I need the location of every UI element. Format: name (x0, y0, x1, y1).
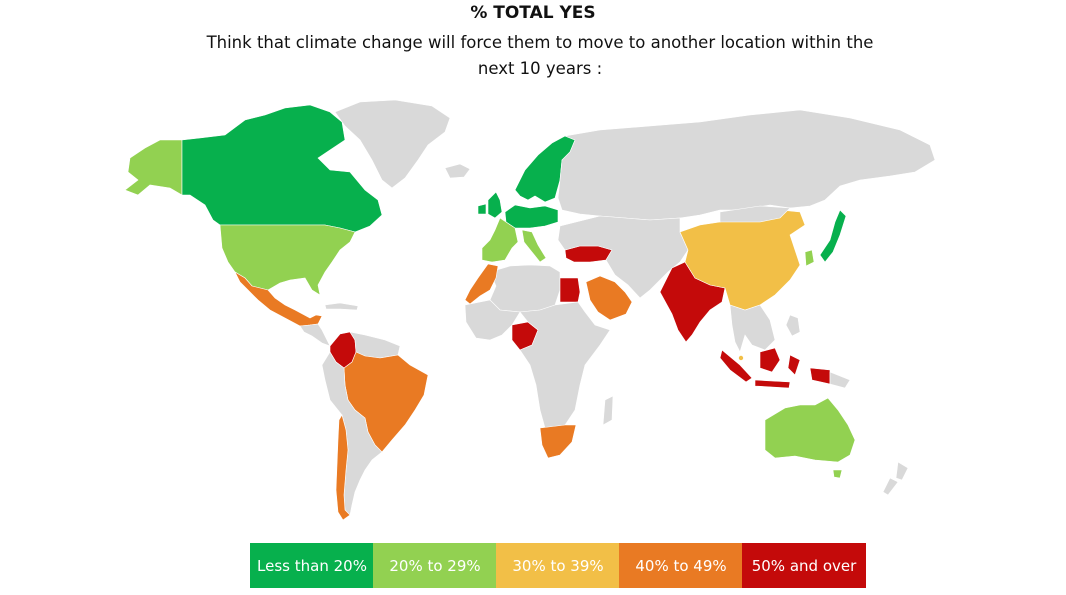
region-ireland (477, 203, 487, 215)
region-australia (764, 397, 856, 463)
region-west-africa (464, 299, 521, 341)
region-tasmania (832, 469, 843, 479)
region-central-east-africa (519, 301, 611, 429)
region-egypt (559, 277, 581, 303)
legend-item-30-to-39: 30% to 39% (496, 543, 620, 588)
region-canada (181, 104, 383, 233)
region-middle-east-central-asia (557, 215, 689, 299)
region-saudi-arabia (585, 275, 633, 321)
region-singapore (738, 355, 744, 361)
region-indonesia-java (754, 379, 791, 389)
legend-item-less-than-20: Less than 20% (250, 543, 374, 588)
region-russia (557, 109, 936, 221)
region-indonesia-sumatra (719, 349, 753, 383)
region-central-europe (504, 204, 559, 229)
region-italy (521, 229, 547, 263)
region-papua-new-guinea (829, 371, 851, 389)
region-philippines (785, 314, 801, 337)
region-indonesia-papua (809, 367, 831, 385)
region-france-spain (481, 217, 519, 263)
map-title: % TOTAL YES (470, 3, 596, 23)
legend-item-20-to-29: 20% to 29% (373, 543, 497, 588)
region-south-korea (804, 249, 815, 267)
region-mongolia (719, 205, 791, 223)
region-indonesia-sulawesi (787, 354, 801, 376)
region-southeast-asia (729, 304, 776, 353)
region-japan (819, 209, 847, 263)
region-caribbean (324, 302, 359, 311)
region-madagascar (602, 395, 614, 426)
region-new-zealand-south (882, 477, 899, 496)
region-uk-ireland (487, 191, 503, 219)
legend-item-40-to-49: 40% to 49% (619, 543, 743, 588)
region-morocco (464, 263, 499, 305)
region-indonesia-borneo (759, 347, 781, 373)
region-iceland (444, 163, 471, 179)
region-chile (335, 414, 351, 521)
region-alaska (124, 139, 183, 196)
region-mexico (234, 271, 323, 327)
map-subtitle: Think that climate change will force the… (206, 33, 874, 78)
region-usa (219, 224, 356, 296)
world-map (124, 99, 936, 521)
region-greenland (334, 99, 451, 189)
legend: Less than 20% 20% to 29% 30% to 39% 40% … (250, 543, 866, 588)
region-central-america (299, 323, 331, 347)
region-north-africa (489, 264, 561, 313)
region-south-africa (539, 424, 577, 459)
region-new-zealand (895, 461, 909, 481)
legend-item-50-and-over: 50% and over (742, 543, 866, 588)
